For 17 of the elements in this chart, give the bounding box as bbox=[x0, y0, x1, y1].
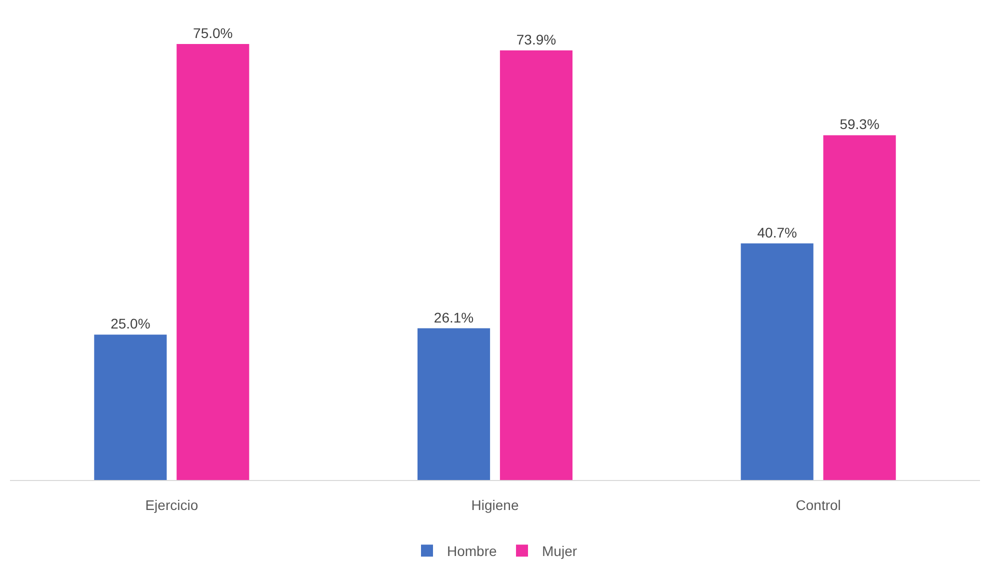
legend-label: Hombre bbox=[447, 543, 498, 560]
data-label: 73.9% bbox=[516, 31, 556, 48]
bar bbox=[500, 50, 572, 480]
legend-label: Mujer bbox=[542, 543, 578, 560]
bar bbox=[94, 334, 167, 480]
data-label: 75.0% bbox=[193, 24, 233, 41]
data-label: 59.3% bbox=[840, 116, 880, 132]
x-tick-label: Higiene bbox=[471, 496, 519, 513]
bar bbox=[418, 328, 490, 480]
data-label: 25.0% bbox=[110, 316, 150, 332]
bar bbox=[823, 135, 896, 480]
x-tick-label: Ejercicio bbox=[145, 496, 198, 513]
bar bbox=[176, 44, 250, 480]
x-tick-label: Control bbox=[796, 496, 841, 513]
data-label: 40.7% bbox=[757, 224, 797, 240]
data-label: 26.1% bbox=[434, 309, 474, 326]
bar bbox=[740, 243, 814, 480]
